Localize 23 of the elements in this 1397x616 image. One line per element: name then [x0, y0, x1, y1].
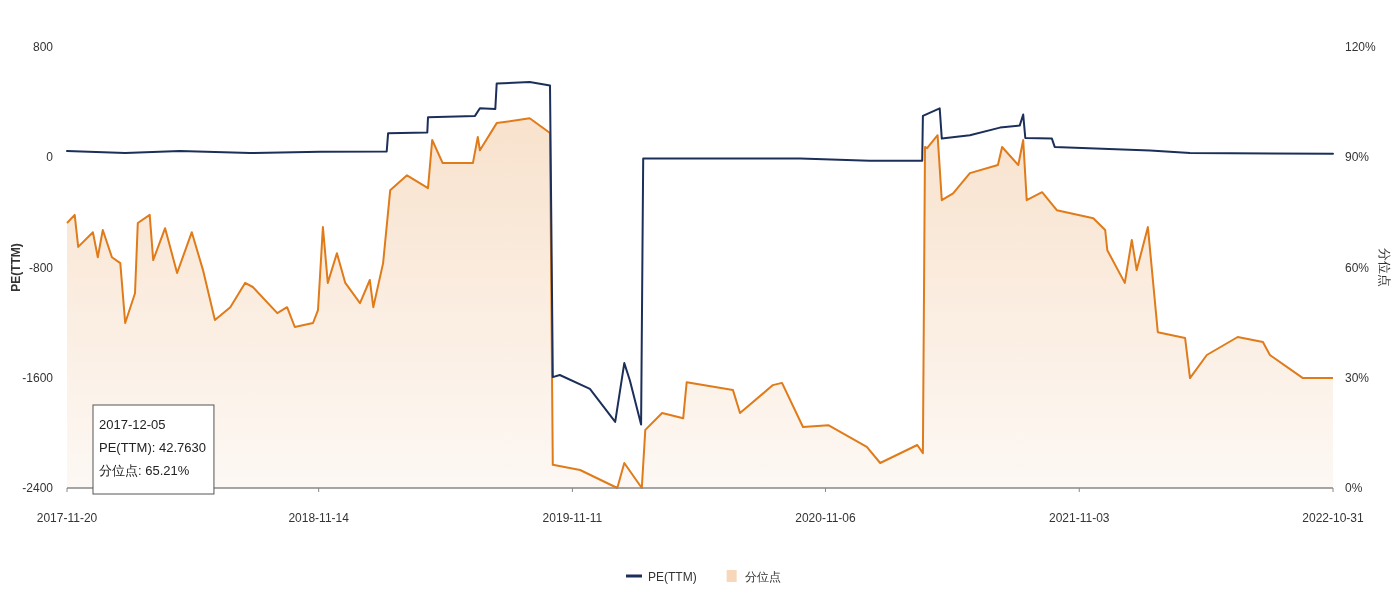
- x-tick-label: 2020-11-06: [795, 511, 857, 525]
- legend-label: PE(TTM): [648, 570, 697, 584]
- y-axis-title: PE(TTM): [9, 243, 23, 292]
- x-tick-label: 2018-11-14: [288, 511, 350, 525]
- y2-tick-label: 120%: [1345, 40, 1377, 54]
- y2-tick-label: 0%: [1345, 481, 1363, 495]
- annotation: PE(TTM): 42.7630: [99, 440, 206, 455]
- annotation: 2017-12-05: [99, 417, 166, 432]
- y-tick-label: -1600: [22, 370, 54, 385]
- legend-label: 分位点: [744, 570, 781, 584]
- x-tick-label: 2017-11-20: [36, 511, 98, 525]
- annotation: 分位点: 65.21%: [99, 463, 190, 478]
- y-tick-label: -2400: [22, 481, 54, 495]
- y2-tick-label: 30%: [1345, 370, 1370, 385]
- x-tick-label: 2022-10-31: [1302, 511, 1365, 525]
- y2-axis-title: 分位点: [1377, 248, 1392, 287]
- y-tick-label: 0: [46, 150, 54, 165]
- y-tick-label: -800: [28, 260, 54, 275]
- x-tick-label: 2019-11-11: [542, 511, 603, 525]
- y2-tick-label: 60%: [1345, 260, 1370, 275]
- y2-tick-label: 90%: [1345, 150, 1370, 165]
- x-tick-label: 2021-11-03: [1048, 511, 1110, 525]
- y-tick-label: 800: [32, 40, 54, 54]
